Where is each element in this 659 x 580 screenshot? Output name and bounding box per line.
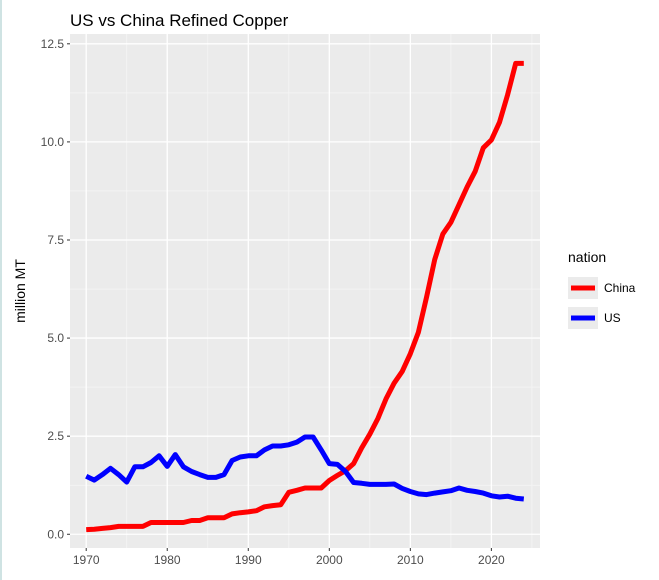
y-tick-label: 5.0 bbox=[47, 331, 64, 345]
legend-items: China US bbox=[568, 277, 636, 329]
window-edge bbox=[0, 0, 2, 580]
legend: nation China US bbox=[568, 249, 636, 329]
x-tick-label: 1980 bbox=[154, 553, 181, 567]
y-axis: 0.0 2.5 5.0 7.5 10.0 12.5 bbox=[41, 37, 70, 541]
series-line-china bbox=[86, 60, 524, 533]
x-tick-label: 2010 bbox=[397, 553, 424, 567]
y-tick-label: 2.5 bbox=[47, 429, 64, 443]
x-tick-label: 2000 bbox=[316, 553, 343, 567]
y-tick-label: 10.0 bbox=[41, 135, 65, 149]
y-axis-title: million MT bbox=[12, 259, 28, 323]
y-tick-label: 12.5 bbox=[41, 37, 65, 51]
y-tick-label: 7.5 bbox=[47, 233, 64, 247]
series-lines bbox=[85, 60, 525, 533]
legend-label-us: US bbox=[604, 311, 621, 325]
chart-title: US vs China Refined Copper bbox=[70, 11, 289, 30]
grid-minor bbox=[70, 34, 540, 548]
y-tick-label: 0.0 bbox=[47, 527, 64, 541]
legend-label-china: China bbox=[604, 281, 636, 295]
x-tick-label: 1990 bbox=[235, 553, 262, 567]
plot-panel bbox=[70, 34, 540, 548]
x-tick-label: 1970 bbox=[73, 553, 100, 567]
x-tick-label: 2020 bbox=[478, 553, 505, 567]
legend-title: nation bbox=[568, 249, 606, 265]
x-axis: 1970 1980 1990 2000 2010 2020 bbox=[73, 548, 505, 567]
series-line-us bbox=[85, 434, 525, 502]
